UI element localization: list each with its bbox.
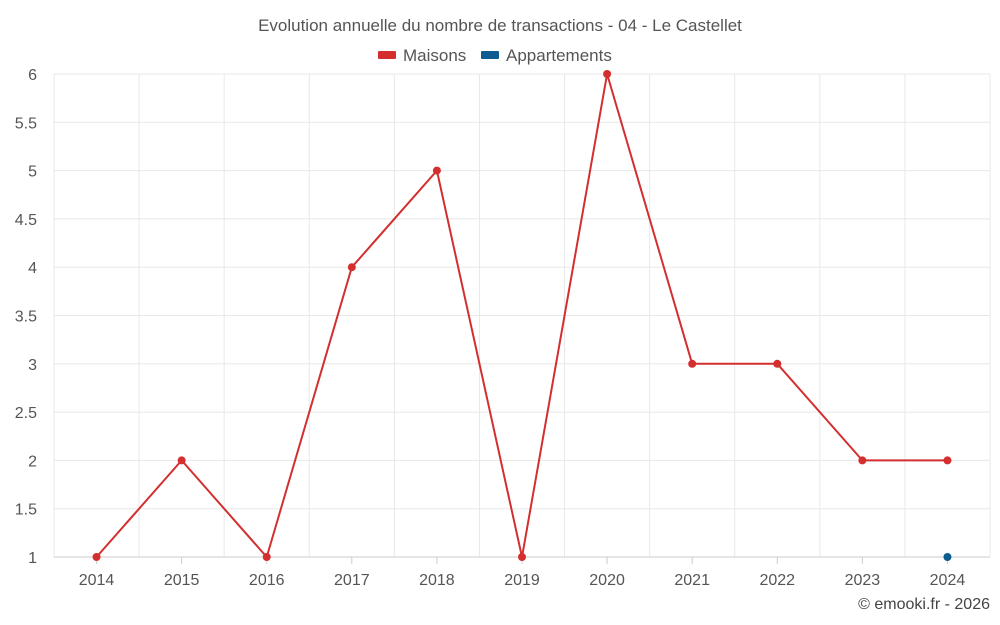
credit-text: © emooki.fr - 2026 <box>858 596 990 613</box>
x-tick-label: 2015 <box>164 572 200 589</box>
data-point-maisons[interactable] <box>432 166 441 175</box>
data-point-maisons[interactable] <box>688 359 697 368</box>
data-point-appartements[interactable] <box>943 553 952 561</box>
data-point-maisons[interactable] <box>773 359 782 368</box>
legend: Maisons Appartements <box>378 46 612 65</box>
y-tick-label: 1 <box>28 550 37 567</box>
grid <box>53 73 991 557</box>
x-tick-label: 2021 <box>674 572 710 589</box>
x-tick-label: 2014 <box>79 572 115 589</box>
legend-swatch-maisons <box>378 51 396 59</box>
y-tick-label: 4.5 <box>15 212 37 229</box>
y-tick-label: 3.5 <box>15 309 37 326</box>
y-tick-label: 2.5 <box>15 405 37 422</box>
chart-title: Evolution annuelle du nombre de transact… <box>258 16 742 35</box>
data-point-maisons[interactable] <box>603 70 612 78</box>
x-tick-label: 2020 <box>589 572 625 589</box>
x-tick-label: 2017 <box>334 572 370 589</box>
y-tick-label: 5 <box>28 164 37 181</box>
legend-label-appartements: Appartements <box>506 46 612 65</box>
legend-swatch-appartements <box>481 51 499 59</box>
series <box>92 70 952 561</box>
data-point-maisons[interactable] <box>858 456 867 465</box>
legend-item-appartements[interactable]: Appartements <box>481 46 612 65</box>
x-tick-label: 2018 <box>419 572 455 589</box>
x-tick-label: 2024 <box>930 572 966 589</box>
y-tick-label: 4 <box>28 260 37 277</box>
x-tick-label: 2019 <box>504 572 540 589</box>
axes: 1 1.5 2 2.5 3 3.5 4 4.5 5 5.5 6 2014 2015 2016 2017 201… <box>15 67 990 589</box>
x-tick-label: 2023 <box>845 572 881 589</box>
data-point-maisons[interactable] <box>177 456 186 465</box>
data-point-maisons[interactable] <box>92 553 101 561</box>
y-tick-label: 2 <box>28 453 37 470</box>
y-tick-label: 3 <box>28 357 37 374</box>
y-tick-label: 1.5 <box>15 502 37 519</box>
data-point-maisons[interactable] <box>262 553 271 561</box>
legend-label-maisons: Maisons <box>403 46 466 65</box>
data-point-maisons[interactable] <box>943 456 952 465</box>
data-point-maisons[interactable] <box>518 553 526 561</box>
x-tick-label: 2016 <box>249 572 285 589</box>
y-tick-label: 6 <box>28 67 37 84</box>
y-tick-label: 5.5 <box>15 115 37 132</box>
x-tick-label: 2022 <box>759 572 795 589</box>
data-point-maisons[interactable] <box>347 263 356 272</box>
legend-item-maisons[interactable]: Maisons <box>378 46 466 65</box>
